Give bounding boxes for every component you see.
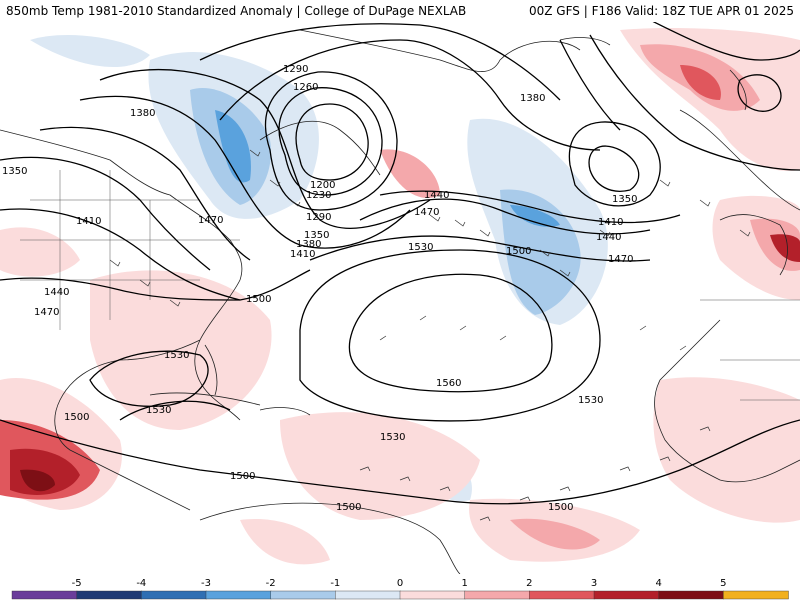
- colorbar-segment: [723, 590, 789, 600]
- contour-label: 1500: [230, 471, 255, 482]
- coast-iceland: [559, 37, 611, 46]
- contour-label: 1410: [76, 216, 101, 227]
- colorbar-tick-label: 4: [655, 578, 661, 589]
- pos-anomaly-gulf: [90, 270, 272, 430]
- contour-label: 1350: [612, 194, 637, 205]
- coast-europe: [679, 109, 800, 211]
- pos-anomaly-southeast-core: [510, 518, 600, 550]
- colorbar: -5 -4 -3 -2 -1 0 1 2 3 4 5: [0, 574, 800, 600]
- contour-label: 1260: [293, 82, 318, 93]
- coast-gulf: [54, 339, 201, 511]
- neg-anomaly-canada-core2: [215, 110, 251, 183]
- contour-label: 1530: [164, 350, 189, 361]
- contour-label: 1410: [290, 249, 315, 260]
- contour-label: 1470: [34, 307, 59, 318]
- height-contours: [0, 22, 800, 505]
- contour-label: 1530: [380, 432, 405, 443]
- colorbar-tick-label: -5: [72, 578, 82, 589]
- colorbar-segment: [335, 590, 401, 600]
- coast-africa: [654, 319, 800, 483]
- contour-label: 1440: [424, 190, 449, 201]
- contour-labels: 1200 1230 1260 1290 1290 1350 1350 1350 …: [2, 64, 637, 513]
- colorbar-tick-label: 0: [397, 578, 403, 589]
- contour-label: 1500: [246, 294, 271, 305]
- colorbar-segment: [529, 590, 595, 600]
- map-header: 850mb Temp 1981-2010 Standardized Anomal…: [0, 0, 800, 22]
- contour-label-extra: 1500: [548, 502, 573, 513]
- contour-label: 1230: [306, 190, 331, 201]
- contour-label: 1380: [520, 93, 545, 104]
- colorbar-segment: [205, 590, 272, 600]
- colorbar-segment: [593, 590, 660, 600]
- coast-hispaniola: [259, 407, 311, 416]
- colorbar-tick-label: 3: [591, 578, 597, 589]
- contour-label: 1440: [44, 287, 69, 298]
- pos-anomaly-europe-core2: [680, 65, 721, 100]
- contour-label: 1200: [310, 180, 335, 191]
- contour-label: 1530: [408, 242, 433, 253]
- colorbar-tick-label: -1: [330, 578, 340, 589]
- contour-label: 1290: [283, 64, 308, 75]
- contour-label: 1500: [64, 412, 89, 423]
- neg-anomaly-atlantic-core: [500, 189, 581, 315]
- contour-label: 1500: [548, 502, 573, 513]
- map-title: 850mb Temp 1981-2010 Standardized Anomal…: [6, 4, 467, 18]
- contour-label: 1530: [578, 395, 603, 406]
- contour-label: 1440: [596, 232, 621, 243]
- contour-label: 1500: [336, 502, 361, 513]
- contour-label: 1470: [414, 207, 439, 218]
- pos-anomaly-canada-north: [0, 227, 80, 277]
- contour-label: 1380: [130, 108, 155, 119]
- contour-label: 1530: [146, 405, 171, 416]
- colorbar-tick-label: -2: [266, 578, 276, 589]
- coast-greenland: [299, 29, 581, 72]
- coast-florida: [204, 344, 218, 396]
- colorbar-segment: [270, 590, 337, 600]
- colorbar-segment: [141, 590, 207, 600]
- colorbar-tick-label: 5: [720, 578, 726, 589]
- colorbar-tick-label: 2: [526, 578, 532, 589]
- colorbar-segment: [658, 590, 725, 600]
- neg-anomaly-northwest: [30, 35, 150, 67]
- contour-label: 1290: [306, 212, 331, 223]
- contour-label: 1380: [296, 239, 321, 250]
- coast-south-america: [199, 502, 461, 574]
- contour-label: 1560: [436, 378, 461, 389]
- colorbar-tick-label: -4: [136, 578, 146, 589]
- anomaly-shading: [0, 28, 800, 565]
- wind-barbs: [109, 149, 751, 522]
- contour-label: 1470: [198, 215, 223, 226]
- model-run-info: 00Z GFS | F186 Valid: 18Z TUE APR 01 202…: [528, 4, 794, 18]
- contour-label: 1350: [2, 166, 27, 177]
- coast-labrador: [259, 120, 381, 176]
- contour-label: 1500: [506, 246, 531, 257]
- contour-label: 1470: [608, 254, 633, 265]
- pos-anomaly-southamerica: [240, 519, 330, 565]
- boundaries: [20, 170, 800, 401]
- pos-anomaly-mexico-core3: [20, 469, 55, 492]
- colorbar-tick-label: 1: [461, 578, 467, 589]
- contour-label: 1410: [598, 217, 623, 228]
- coast-iberia: [719, 214, 788, 276]
- pos-anomaly-iberia-core2: [770, 234, 800, 262]
- colorbar-segment: [76, 590, 143, 600]
- neg-anomaly-atlantic-core2: [510, 205, 560, 227]
- colorbar-segment: [464, 590, 531, 600]
- coast-uk: [729, 69, 747, 111]
- coast-cuba: [149, 392, 261, 406]
- colorbar-segment: [399, 590, 466, 600]
- colorbar-segment: [11, 590, 78, 600]
- pos-anomaly-caribbean: [280, 412, 480, 520]
- colorbar-tick-label: -3: [201, 578, 211, 589]
- contour-label: 1350: [304, 230, 329, 241]
- anomaly-map: 1200 1230 1260 1290 1290 1350 1350 1350 …: [0, 22, 800, 574]
